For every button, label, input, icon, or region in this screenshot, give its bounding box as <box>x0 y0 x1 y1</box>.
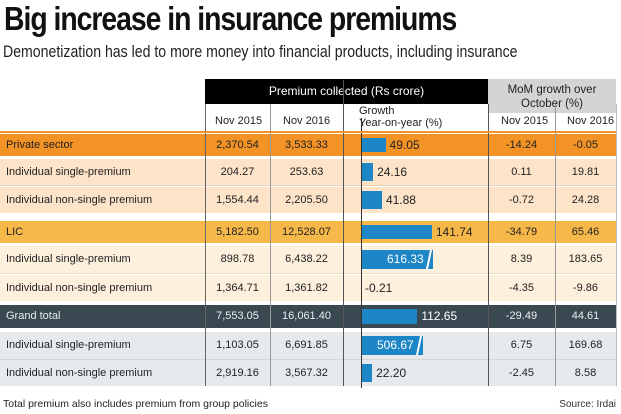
growth-bar <box>361 250 433 269</box>
cell-mom-nov2015: -4.35 <box>508 281 535 294</box>
cell-nov2016: 3,567.32 <box>285 366 328 379</box>
cell-mom-nov2016: -9.86 <box>572 281 599 294</box>
cell-mom-nov2015: -2.45 <box>508 366 535 379</box>
cell-nov2016: 253.63 <box>289 165 324 178</box>
cell-nov2016: 16,061.40 <box>282 310 331 322</box>
column-divider <box>270 104 271 386</box>
cell-nov2016: 12,528.07 <box>282 225 331 238</box>
growth-value: 24.16 <box>377 164 408 179</box>
row-label: Individual non-single premium <box>6 366 153 379</box>
col-header-mom-nov2016: Nov 2016 <box>567 115 615 127</box>
col-header-nov2015: Nov 2015 <box>215 115 263 127</box>
cell-mom-nov2015: -29.49 <box>505 310 538 322</box>
cell-mom-nov2016: 65.46 <box>571 225 600 238</box>
cell-nov2015: 5,182.50 <box>216 225 259 238</box>
column-divider <box>488 104 489 386</box>
column-divider <box>361 118 362 388</box>
growth-value: 112.65 <box>421 309 458 323</box>
column-divider <box>343 80 344 386</box>
cell-nov2016: 6,438.22 <box>285 253 328 265</box>
growth-bar <box>361 364 373 382</box>
cell-nov2015: 1,364.71 <box>216 281 259 294</box>
table-row: Individual non-single premium 1,554.44 2,2… <box>0 187 616 213</box>
cell-mom-nov2015: 0.11 <box>511 165 532 178</box>
table-row: Individual single-premium 204.27 253.63 0.1… <box>0 159 616 186</box>
table-row: Individual single-premium 898.78 6,438.22 8… <box>0 246 616 274</box>
mom-group-header: MoM growth over October (%) <box>488 79 616 113</box>
row-label: Individual non-single premium <box>6 193 153 206</box>
growth-value: 22.20 <box>376 365 407 380</box>
growth-bar <box>361 163 374 181</box>
cell-mom-nov2016: 8.58 <box>574 366 597 379</box>
cell-mom-nov2015: -14.24 <box>505 138 538 151</box>
column-divider <box>555 104 556 386</box>
table-row: Individual non-single premium 1,364.71 1,3… <box>0 275 616 301</box>
cell-nov2015: 204.27 <box>220 165 255 178</box>
cell-nov2016: 6,691.85 <box>285 339 328 351</box>
cell-mom-nov2015: 6.75 <box>510 339 533 351</box>
row-label: Grand total <box>6 310 61 322</box>
cell-nov2015: 1,554.44 <box>216 193 259 206</box>
cell-mom-nov2016: -0.05 <box>572 138 599 151</box>
growth-bar <box>361 191 382 209</box>
table-row: LIC 5,182.50 12,528.07 -34.79 65.46 141.74 <box>0 221 616 243</box>
chart-title: Big increase in insurance premiums <box>4 0 457 37</box>
source-note: Source: Irdai <box>559 399 616 410</box>
row-label: Private sector <box>6 138 74 151</box>
mom-header-line2: October (%) <box>521 98 583 110</box>
cell-mom-nov2016: 183.65 <box>568 253 603 265</box>
col-header-growth-line1: Growth <box>359 105 395 117</box>
cell-mom-nov2015: 8.39 <box>510 253 533 265</box>
cell-nov2016: 3,533.33 <box>285 138 328 151</box>
cell-nov2015: 2,919.16 <box>216 366 259 379</box>
table-row: Individual single-premium 1,103.05 6,691.8… <box>0 332 616 360</box>
premium-group-header: Premium collected (Rs crore) <box>205 79 488 104</box>
row-label: Individual single-premium <box>6 165 131 178</box>
growth-bar <box>361 138 386 152</box>
cell-mom-nov2015: -0.72 <box>508 193 535 206</box>
row-label: Individual single-premium <box>6 339 131 351</box>
row-label: Individual single-premium <box>6 253 131 265</box>
table-row: Individual non-single premium 2,919.16 3,5… <box>0 360 616 386</box>
table-row: Private sector 2,370.54 3,533.33 -14.24 -0.0… <box>0 134 616 156</box>
cell-nov2016: 2,205.50 <box>285 193 328 206</box>
cell-mom-nov2015: -34.79 <box>505 225 538 238</box>
column-divider <box>616 104 617 386</box>
growth-value: 506.67 <box>377 338 414 352</box>
cell-nov2015: 898.78 <box>220 253 255 265</box>
growth-bar <box>361 225 432 239</box>
cell-mom-nov2016: 19.81 <box>571 165 600 178</box>
cell-mom-nov2016: 44.61 <box>571 310 600 322</box>
growth-value: 141.74 <box>435 224 473 239</box>
cell-nov2015: 1,103.05 <box>216 339 259 351</box>
cell-mom-nov2016: 169.68 <box>568 339 603 351</box>
growth-value: 41.88 <box>385 192 416 207</box>
cell-nov2015: 2,370.54 <box>216 138 259 151</box>
col-header-nov2016: Nov 2016 <box>283 115 331 127</box>
row-label: LIC <box>6 225 24 238</box>
growth-value: -0.21 <box>365 280 393 295</box>
column-divider <box>205 104 206 386</box>
growth-bar <box>361 336 423 355</box>
chart-subtitle: Demonetization has led to more money int… <box>3 42 518 61</box>
col-header-mom-nov2015: Nov 2015 <box>501 115 549 127</box>
mom-header-line1: MoM growth over <box>507 84 597 96</box>
cell-mom-nov2016: 24.28 <box>571 193 600 206</box>
growth-value: 49.05 <box>389 137 420 152</box>
cell-nov2016: 1,361.82 <box>285 281 328 294</box>
cell-nov2015: 7,553.05 <box>216 310 259 322</box>
header-rule <box>0 131 616 133</box>
col-header-growth-line2: Year-on-year (%) <box>359 117 443 129</box>
table-row: Grand total 7,553.05 16,061.40 -29.49 44.61 1… <box>0 305 616 328</box>
growth-bar <box>361 309 418 324</box>
footnote: Total premium also includes premium from… <box>3 398 268 410</box>
row-label: Individual non-single premium <box>6 281 153 294</box>
growth-value: 616.33 <box>387 252 424 266</box>
